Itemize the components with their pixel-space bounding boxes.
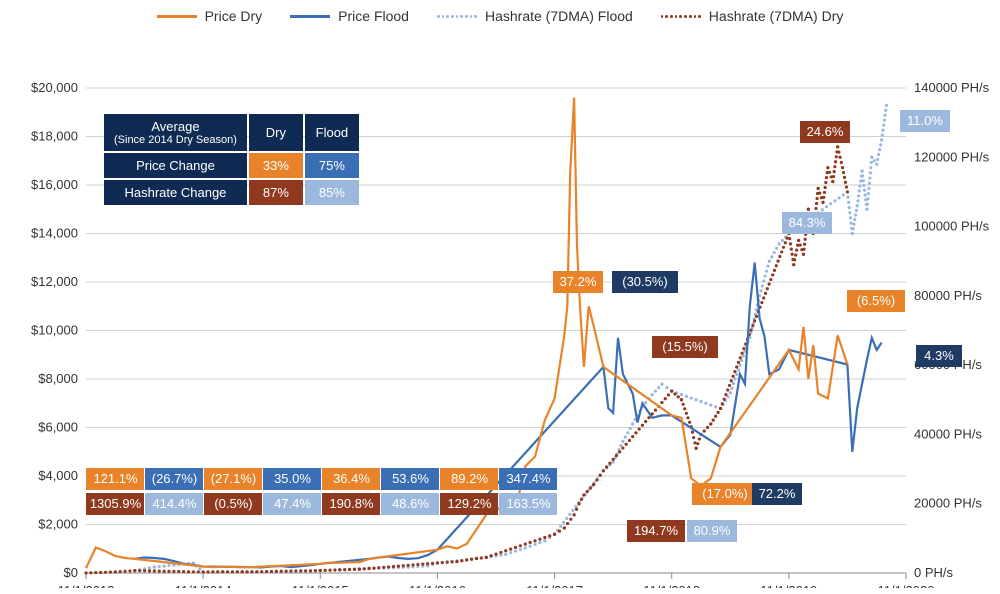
pct-label: (0.5%)	[214, 496, 252, 511]
x-tick: 11/1/2018	[643, 583, 700, 588]
legend-label: Hashrate (7DMA) Flood	[485, 8, 633, 24]
pct-label: 48.6%	[392, 496, 429, 511]
legend-item: Hashrate (7DMA) Flood	[437, 8, 633, 24]
y-right-tick: 0 PH/s	[914, 565, 954, 580]
y-left-tick: $4,000	[38, 468, 78, 483]
y-left-tick: $6,000	[38, 420, 78, 435]
pct-label: 53.6%	[392, 471, 429, 486]
y-left-tick: $16,000	[31, 177, 78, 192]
pct-label: 414.4%	[152, 496, 197, 511]
legend: Price Dry Price Flood Hashrate (7DMA) Floo…	[0, 0, 1000, 28]
pct-label: (30.5%)	[622, 274, 668, 289]
y-right-tick: 140000 PH/s	[914, 80, 990, 95]
y-right-tick: 80000 PH/s	[914, 288, 982, 303]
pct-label: (6.5%)	[857, 293, 895, 308]
legend-item: Price Dry	[157, 8, 263, 24]
pct-label: 24.6%	[807, 124, 844, 139]
pct-label: (15.5%)	[662, 339, 708, 354]
x-tick: 11/1/2020	[878, 583, 935, 588]
legend-label: Price Dry	[205, 8, 263, 24]
pct-label: 47.4%	[274, 496, 311, 511]
pct-label: 80.9%	[694, 523, 731, 538]
summary-cell: 33%	[249, 153, 303, 178]
y-right-tick: 40000 PH/s	[914, 426, 982, 441]
y-left-tick: $8,000	[38, 371, 78, 386]
x-tick: 11/1/2019	[760, 583, 817, 588]
legend-label: Price Flood	[338, 8, 409, 24]
y-left-tick: $14,000	[31, 226, 78, 241]
summary-col-header: Dry	[249, 114, 303, 151]
pct-label: 194.7%	[634, 523, 679, 538]
y-left-tick: $20,000	[31, 80, 78, 95]
pct-label: 347.4%	[506, 471, 551, 486]
chart-container: Price Dry Price Flood Hashrate (7DMA) Floo…	[0, 0, 1000, 594]
summary-cell: 75%	[305, 153, 359, 178]
y-left-tick: $18,000	[31, 129, 78, 144]
y-left-tick: $12,000	[31, 274, 78, 289]
series-line	[135, 263, 882, 568]
pct-label: 84.3%	[789, 215, 826, 230]
y-left-tick: $0	[64, 565, 78, 580]
summary-cell: 85%	[305, 180, 359, 205]
pct-label: 11.0%	[907, 113, 943, 128]
summary-cell: 87%	[249, 180, 303, 205]
pct-label: 4.3%	[924, 348, 954, 363]
pct-label: (26.7%)	[152, 471, 198, 486]
summary-table: Average(Since 2014 Dry Season)DryFlood Pr…	[102, 112, 361, 207]
pct-label: 129.2%	[447, 496, 492, 511]
pct-label: 37.2%	[560, 274, 597, 289]
pct-label: 36.4%	[333, 471, 370, 486]
y-right-tick: 100000 PH/s	[914, 219, 990, 234]
pct-label: 89.2%	[451, 471, 488, 486]
pct-label: (27.1%)	[211, 471, 257, 486]
legend-item: Hashrate (7DMA) Dry	[661, 8, 844, 24]
summary-header: Average(Since 2014 Dry Season)	[104, 114, 247, 151]
pct-label: 35.0%	[274, 471, 311, 486]
x-tick: 11/1/2013	[58, 583, 115, 588]
pct-label: 1305.9%	[90, 496, 142, 511]
summary-row-label: Price Change	[104, 153, 247, 178]
y-left-tick: $2,000	[38, 517, 78, 532]
y-right-tick: 120000 PH/s	[914, 149, 990, 164]
pct-label: 72.2%	[759, 486, 796, 501]
legend-label: Hashrate (7DMA) Dry	[709, 8, 844, 24]
x-tick: 11/1/2014	[175, 583, 232, 588]
pct-label: 121.1%	[93, 471, 138, 486]
summary-col-header: Flood	[305, 114, 359, 151]
y-right-tick: 20000 PH/s	[914, 496, 982, 511]
x-tick: 11/1/2015	[292, 583, 349, 588]
x-tick: 11/1/2017	[526, 583, 583, 588]
pct-label: 163.5%	[506, 496, 551, 511]
pct-label: 190.8%	[329, 496, 374, 511]
legend-item: Price Flood	[290, 8, 409, 24]
x-tick: 11/1/2016	[409, 583, 466, 588]
summary-row-label: Hashrate Change	[104, 180, 247, 205]
y-left-tick: $10,000	[31, 323, 78, 338]
pct-label: (17.0%)	[702, 486, 748, 501]
